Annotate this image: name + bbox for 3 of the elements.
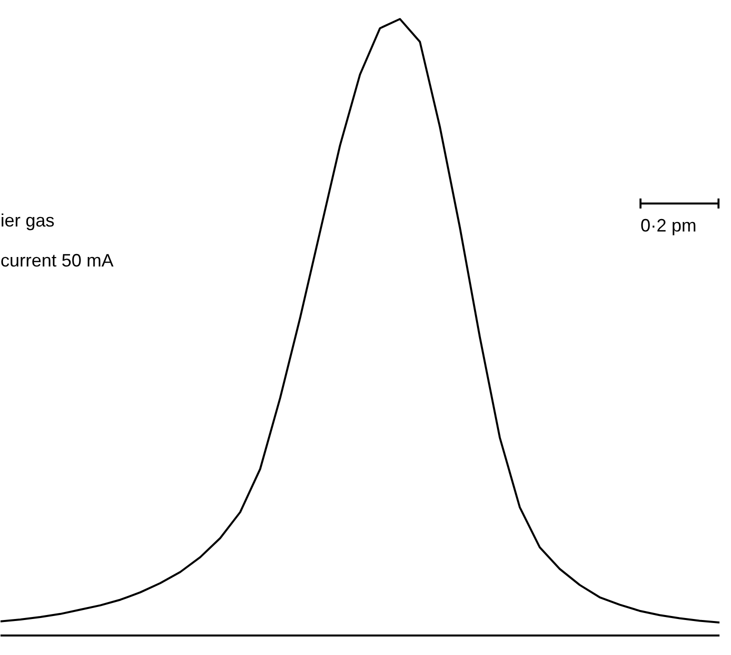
annotation: ier gas [0,210,55,230]
annotation: current 50 mA [0,250,114,270]
annotation: 0·2 pm [640,216,697,236]
